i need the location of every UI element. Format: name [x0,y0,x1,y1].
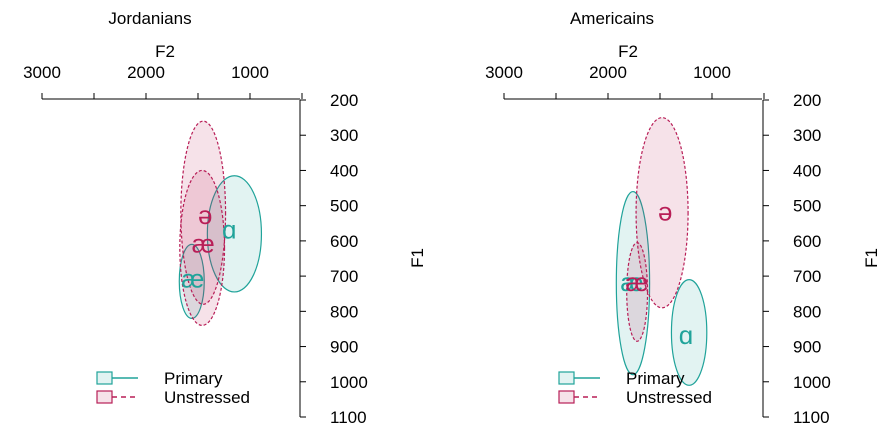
x-tick-label: 1000 [693,63,731,82]
x-tick-label: 1000 [231,63,269,82]
legend-label-primary: Primary [626,369,685,388]
primary-point-a: ɑ [222,214,236,244]
unstressed-ellipse-schwa [180,120,227,305]
y-tick-label: 600 [793,232,821,251]
primary-ellipse-ae [615,190,651,376]
x-axis-label: F2 [155,42,175,61]
unstressed-point-ae: æ [192,228,215,258]
legend-swatch-primary [96,371,113,385]
primary-point-ae: æ [181,264,204,294]
unstressed-point-schwa: ə [198,200,212,230]
legend-label-primary: Primary [164,369,223,388]
x-axis-label: F2 [618,42,638,61]
x-tick-label: 3000 [23,63,61,82]
y-tick-label: 900 [793,338,821,357]
y-tick-label: 700 [793,267,821,286]
primary-point-a: ɑ [679,320,693,350]
y-tick-label: 800 [330,302,358,321]
x-tick-label: 2000 [589,63,627,82]
x-tick-label: 2000 [127,63,165,82]
y-tick-label: 1000 [330,373,368,392]
y-tick-label: 500 [793,197,821,216]
y-tick-label: 300 [330,126,358,145]
unstressed-ellipse-schwa [635,117,689,309]
y-axis-label: F1 [862,248,881,268]
legend-label-unstressed: Unstressed [164,388,250,407]
legend-swatch-primary [558,371,575,385]
y-tick-label: 300 [793,126,821,145]
x-tick-label: 3000 [485,63,523,82]
y-tick-label: 200 [793,91,821,110]
y-tick-label: 800 [793,302,821,321]
unstressed-point-ae: æ [626,267,649,297]
y-tick-label: 900 [330,338,358,357]
chart-title: Americains [570,9,654,28]
y-tick-label: 400 [793,161,821,180]
chart-title: Jordanians [108,9,191,28]
y-tick-label: 1100 [793,408,830,425]
y-tick-label: 700 [330,267,358,286]
primary-point-ae: æ [620,267,643,297]
y-tick-label: 200 [330,91,358,110]
primary-ellipse-a [206,175,263,293]
panel-americains: Americains F2 3000 2000 1000 200 300 400 500 600 7… [485,9,881,425]
y-tick-label: 1100 [330,408,367,425]
panel-jordanians: Jordanians F2 3000 2000 1000 200 300 400 500 600 7… [23,9,427,425]
legend-swatch-unstressed [96,390,113,404]
y-tick-label: 500 [330,197,358,216]
unstressed-point-schwa: ə [658,197,672,227]
y-axis-label: F1 [408,248,427,268]
y-tick-label: 1000 [793,373,831,392]
y-tick-label: 600 [330,232,358,251]
legend-swatch-unstressed [558,390,575,404]
unstressed-ellipse-ae [179,169,226,327]
y-tick-label: 400 [330,161,358,180]
unstressed-ellipse-ae [626,242,649,342]
primary-ellipse-a [670,279,708,386]
legend-label-unstressed: Unstressed [626,388,712,407]
